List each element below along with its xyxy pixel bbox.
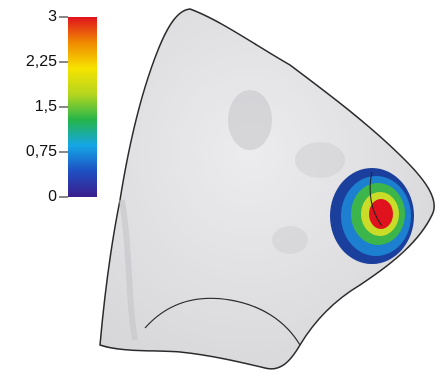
tick-label: 0 xyxy=(48,188,57,205)
bone-illustration xyxy=(100,9,434,369)
figure: 0 0,75 1,5 2,25 3 xyxy=(0,0,441,376)
page: 00,751,52,253 (() => { const data = JSON… xyxy=(0,0,441,376)
colorbar: 0 0,75 1,5 2,25 3 xyxy=(26,8,97,205)
colorbar-scale xyxy=(68,17,97,197)
tick-label: 3 xyxy=(48,8,57,25)
tick-label: 0,75 xyxy=(26,143,57,160)
tick-label: 1,5 xyxy=(35,98,57,115)
contour-map xyxy=(330,168,414,264)
tick-label: 2,25 xyxy=(26,53,57,70)
